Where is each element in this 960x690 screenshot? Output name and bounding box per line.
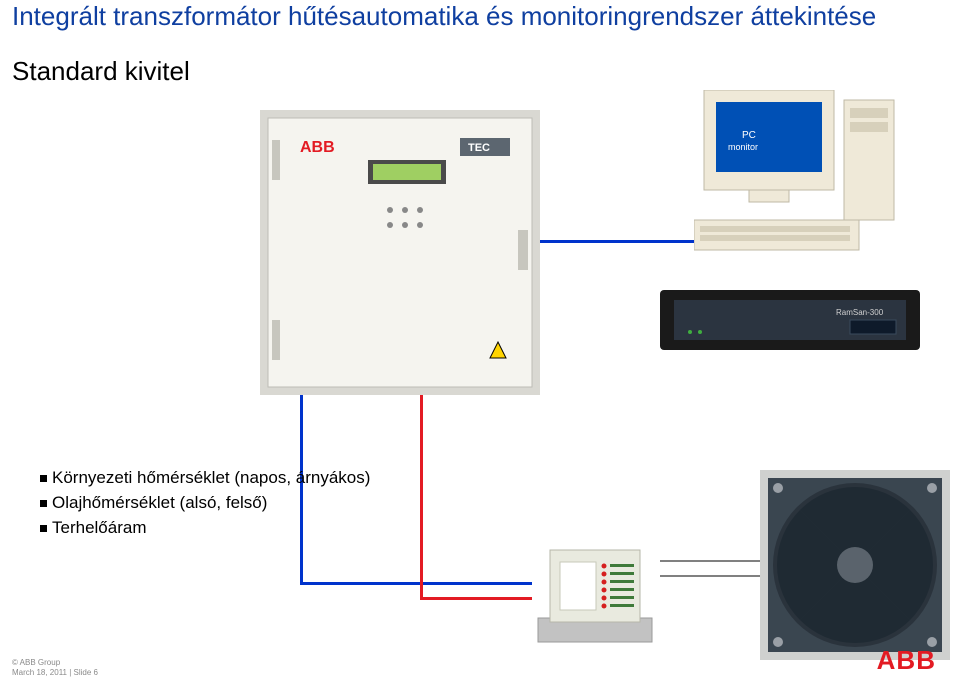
io-module <box>530 540 660 650</box>
conn-blue-pc <box>540 240 720 243</box>
conn-red-h <box>420 597 532 600</box>
cabinet-panel-label: TEC <box>468 142 490 154</box>
title-line-2: Standard kivitel <box>12 56 190 87</box>
title-line-1: Integrált transzformátor hűtésautomatika… <box>12 2 876 30</box>
footer-meta: © ABB Group March 18, 2011 | Slide 6 <box>12 658 98 678</box>
cabinet-brand: ABB <box>300 139 335 156</box>
desktop-pc: PC monitor <box>694 90 904 260</box>
rack-server: RamSan-300 <box>660 280 920 360</box>
footer-copyright: © ABB Group <box>12 658 98 668</box>
conn-gray-2 <box>660 575 760 577</box>
bullet-2: Olajhőmérséklet (alsó, felső) <box>40 493 370 513</box>
cooling-fan <box>760 470 950 660</box>
conn-gray-1 <box>660 560 760 562</box>
footer-date-slide: March 18, 2011 | Slide 6 <box>12 668 98 678</box>
server-model-label: RamSan-300 <box>836 308 884 317</box>
bullet-1: Környezeti hőmérséklet (napos, árnyákos) <box>40 468 370 488</box>
feature-bullets: Környezeti hőmérséklet (napos, árnyákos)… <box>40 468 370 543</box>
svg-text:PC: PC <box>742 130 756 141</box>
conn-blue-h <box>300 582 532 585</box>
abb-logo: ABB <box>877 645 936 676</box>
bullet-3: Terhelőáram <box>40 518 370 538</box>
svg-text:monitor: monitor <box>728 142 758 152</box>
tec-cabinet: ABB TEC <box>260 110 540 395</box>
conn-red-v <box>420 395 423 600</box>
